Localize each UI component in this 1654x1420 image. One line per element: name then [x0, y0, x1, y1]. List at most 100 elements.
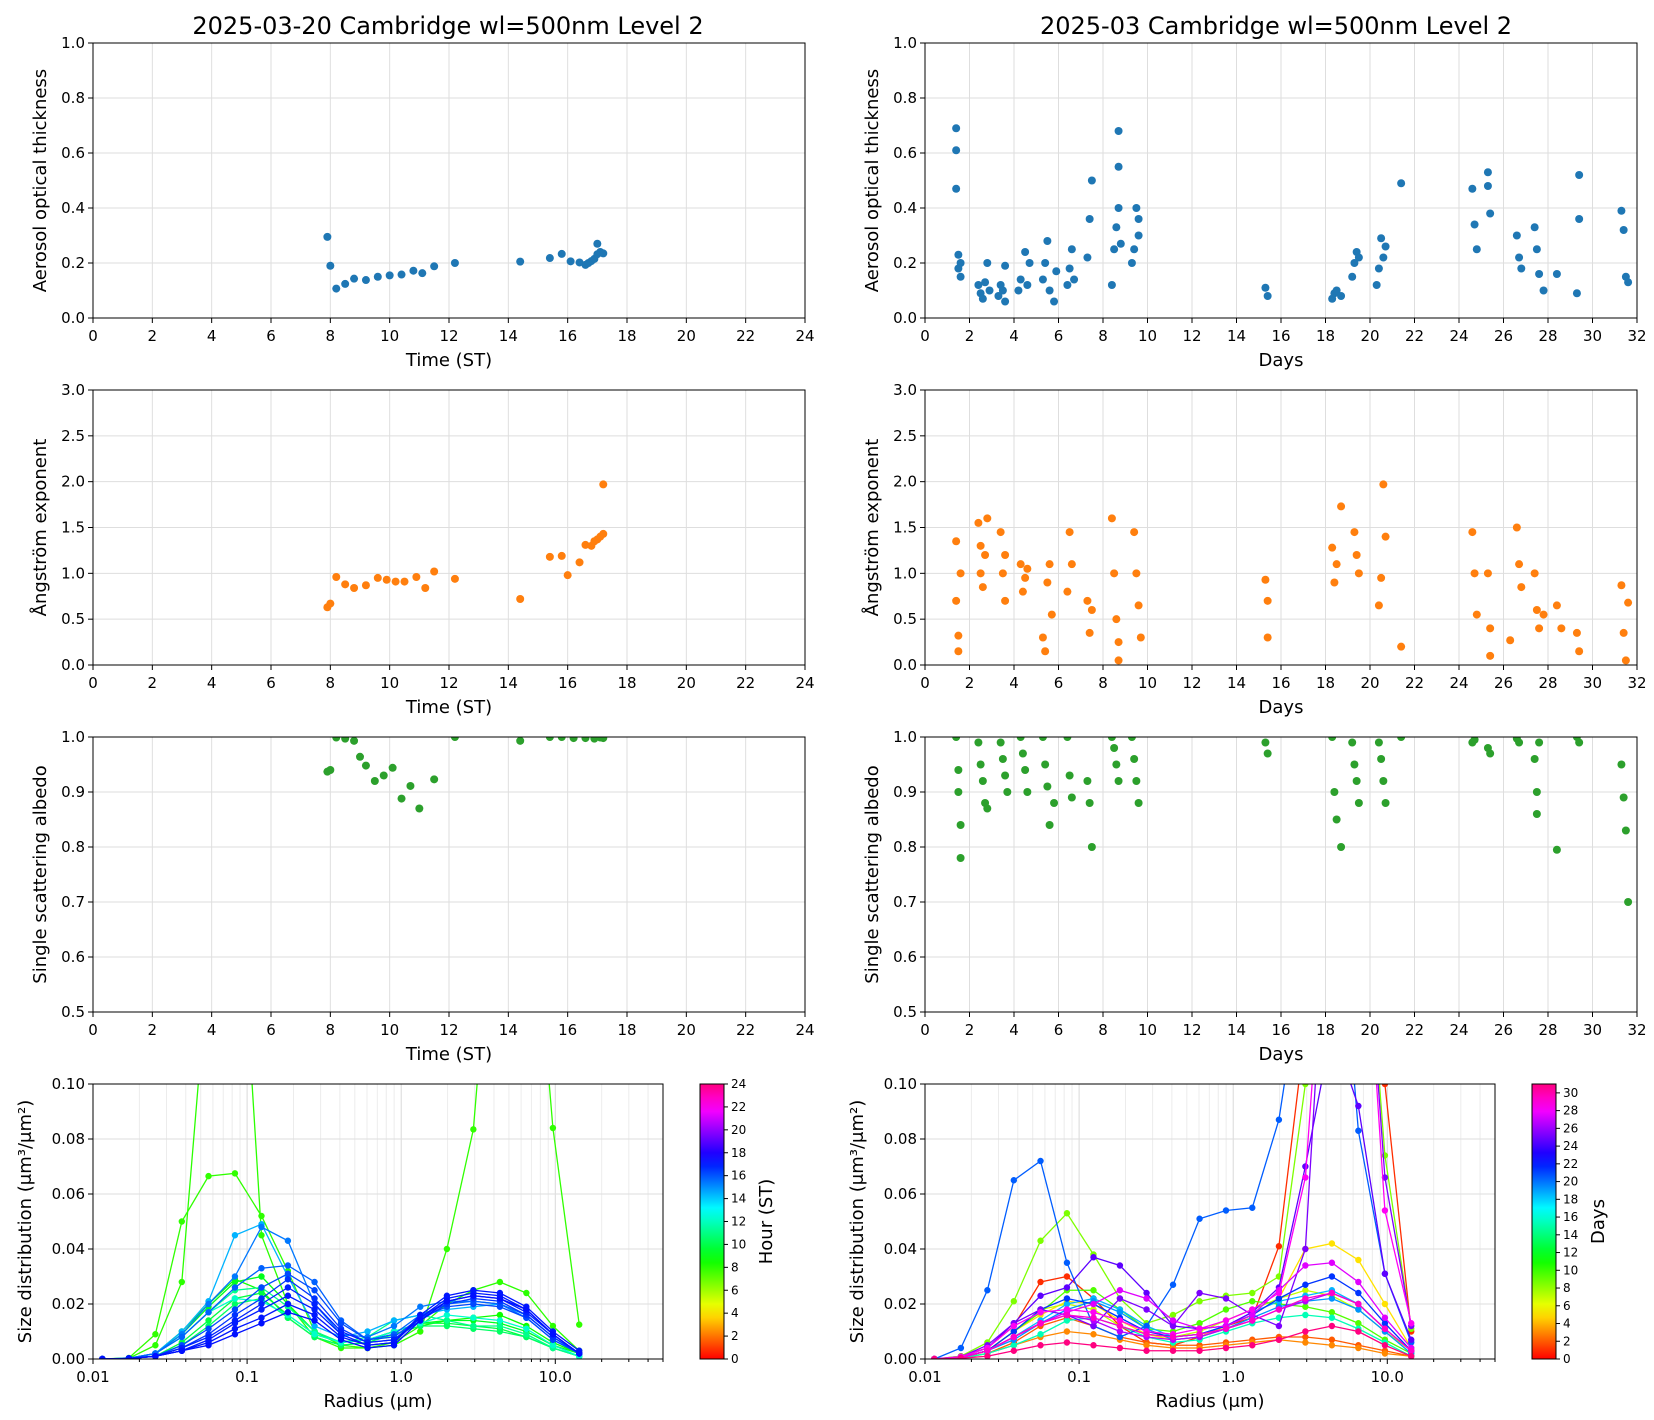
monthly-ssa-x-tick-label: 30 [1583, 1021, 1602, 1039]
daily-ssa-point [361, 761, 370, 770]
daily-angstrom-point [516, 595, 525, 603]
daily-aot-point [566, 257, 575, 266]
daily-size-x-tick-label: 1.0 [389, 1368, 413, 1386]
daily-size-point [231, 1295, 239, 1302]
monthly-size-point [1249, 1342, 1256, 1349]
daily-size-point [205, 1342, 212, 1349]
daily-size-marks [99, 806, 583, 1359]
daily-size-point [443, 1298, 451, 1305]
daily-size-point [232, 806, 238, 812]
daily-size-point [284, 1284, 292, 1291]
daily-ssa-x-tick-label: 20 [677, 1021, 696, 1039]
daily-size-point [443, 1317, 451, 1324]
monthly-aot-marks [952, 124, 1633, 306]
monthly-aot-x-tick-label: 2 [965, 327, 975, 345]
daily-aot-x-tick-label: 2 [148, 327, 158, 345]
monthly-aot-point [1043, 237, 1052, 245]
monthly-aot-x-tick-label: 4 [1009, 327, 1019, 345]
monthly-aot-point [1381, 242, 1390, 251]
daily-angstrom-point [341, 580, 350, 589]
daily-size-point [496, 1317, 504, 1324]
daily-angstrom-point [326, 599, 335, 608]
monthly-size-point [1381, 1084, 1389, 1088]
monthly-ssa-point [1127, 737, 1136, 741]
monthly-aot-point [1127, 259, 1136, 267]
daily-size-point [258, 1289, 265, 1297]
monthly-size-point [1381, 1325, 1389, 1332]
monthly-aot-point [1575, 215, 1584, 223]
monthly-aot-y-axis: 0.0 0.2 0.4 0.6 0.8 1.0 Aerosol optical thickn… [862, 34, 925, 327]
monthly-size-point [1355, 1300, 1362, 1308]
monthly-size-point [1090, 1322, 1097, 1330]
monthly-ssa-y-axis: 0.5 0.6 0.7 0.8 0.9 1.0 Single scattering albe… [862, 728, 925, 1021]
monthly-aot-grid [924, 42, 1638, 319]
monthly-ssa-point [1486, 749, 1495, 758]
monthly-aot-point [1038, 275, 1047, 284]
daily-angstrom-point [373, 573, 382, 582]
monthly-aot-point [1001, 261, 1010, 270]
daily-ssa-point [379, 771, 388, 780]
monthly-size-colorbar-tick-label: 16 [1563, 1210, 1578, 1224]
monthly-size-point [1302, 1295, 1309, 1302]
monthly-size-point [1249, 1298, 1256, 1305]
monthly-ssa-point [1130, 755, 1139, 763]
daily-ssa-point [516, 737, 525, 745]
monthly-angstrom-point [976, 541, 985, 550]
monthly-size-colorbar-tick-label: 4 [1563, 1317, 1571, 1331]
monthly-size-point [1116, 1309, 1124, 1316]
daily-ssa-y-label: Single scattering albedo [30, 765, 51, 983]
monthly-size-point [1355, 1289, 1362, 1297]
daily-size-point [152, 1331, 159, 1338]
daily-size-point [205, 1300, 212, 1308]
daily-angstrom-y-tick-label: 1.5 [61, 519, 85, 537]
daily-angstrom-x-tick-label: 10 [380, 674, 399, 692]
monthly-aot-point [1107, 281, 1116, 289]
monthly-aot-point [1332, 286, 1341, 295]
monthly-aot-point [1348, 272, 1357, 281]
monthly-aot-x-tick-label: 6 [1054, 327, 1064, 345]
monthly-size-point [1196, 1215, 1203, 1222]
monthly-size-point [1063, 1259, 1071, 1266]
monthly-size-x-label: Radius (μm) [1155, 1391, 1264, 1412]
monthly-ssa-point [1001, 771, 1010, 780]
daily-size-point [470, 1322, 477, 1330]
daily-size-point [443, 1322, 451, 1330]
monthly-size-point [1063, 1328, 1071, 1335]
monthly-aot-point [1112, 223, 1121, 232]
daily-angstrom-point [599, 529, 608, 538]
daily-size-point [470, 1300, 477, 1308]
monthly-size-point [1116, 1287, 1124, 1294]
daily-aot-point [599, 249, 608, 258]
monthly-size-point [1329, 806, 1335, 812]
monthly-angstrom-point [1621, 656, 1630, 665]
monthly-size-point [1222, 1295, 1230, 1302]
monthly-angstrom-x-tick-label: 4 [1009, 674, 1019, 692]
daily-ssa-marks [323, 737, 608, 813]
monthly-size-point [1196, 1298, 1203, 1305]
monthly-ssa-point [1132, 777, 1141, 785]
daily-size-colorbar-tick-label: 8 [731, 1260, 739, 1274]
monthly-ssa-point [1374, 738, 1383, 747]
monthly-ssa-point [1352, 777, 1361, 785]
left-column-title: 2025-03-20 Cambridge wl=500nm Level 2 [192, 12, 703, 40]
monthly-size-colorbar-tick-label: 0 [1563, 1352, 1571, 1366]
monthly-aot-point [1023, 281, 1032, 289]
monthly-size-colorbar-tick-label: 10 [1563, 1263, 1578, 1277]
daily-ssa-point [406, 781, 415, 790]
daily-size-point [231, 1232, 239, 1239]
daily-angstrom-point [545, 552, 554, 561]
monthly-size-point [1381, 1342, 1389, 1349]
monthly-ssa-x-tick-label: 0 [920, 1021, 930, 1039]
monthly-size-point [1222, 1207, 1230, 1214]
monthly-angstrom-point [1130, 528, 1139, 537]
daily-size-y-tick-label: 0.02 [52, 1295, 85, 1313]
monthly-size-point [1328, 1314, 1336, 1321]
daily-angstrom-y-tick-label: 0.5 [61, 610, 85, 628]
monthly-size-point [931, 1355, 938, 1359]
monthly-size-point [1249, 1306, 1256, 1313]
monthly-aot-x-label: Days [1259, 350, 1304, 371]
monthly-size-point [1143, 1331, 1150, 1338]
